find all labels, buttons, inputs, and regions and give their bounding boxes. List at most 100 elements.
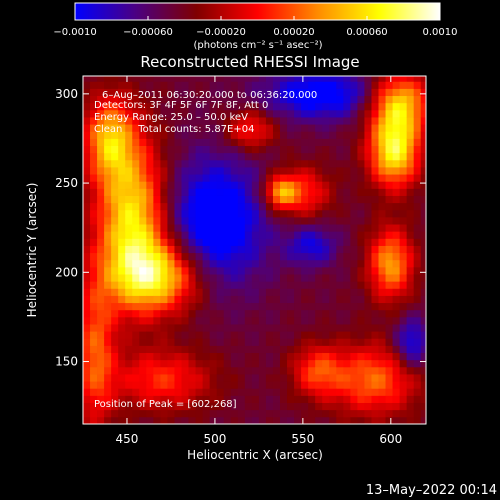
heatmap-cell	[364, 288, 372, 296]
heatmap-cell	[160, 81, 168, 89]
heatmap-cell	[378, 366, 386, 375]
heatmap-cell	[153, 131, 161, 139]
heatmap-cell	[280, 374, 288, 382]
heatmap-cell	[244, 188, 253, 196]
heatmap-cell	[385, 309, 393, 318]
heatmap-cell	[237, 331, 246, 339]
heatmap-cell	[357, 381, 365, 389]
heatmap-cell	[181, 117, 189, 125]
heatmap-cell	[83, 117, 91, 125]
heatmap-cell	[97, 245, 105, 254]
heatmap-cell	[153, 252, 161, 261]
heatmap-cell	[111, 117, 119, 125]
heatmap-cell	[343, 359, 351, 368]
heatmap-cell	[336, 174, 344, 182]
heatmap-cell	[322, 316, 330, 325]
heatmap-cell	[251, 117, 260, 125]
heatmap-cell	[230, 381, 239, 389]
heatmap-cell	[329, 402, 337, 411]
heatmap-cell	[90, 316, 98, 325]
heatmap-cell	[378, 216, 386, 225]
heatmap-cell	[118, 174, 126, 182]
heatmap-cell	[160, 124, 168, 132]
heatmap-cell	[392, 216, 401, 225]
heatmap-cell	[146, 159, 154, 168]
heatmap-cell	[111, 159, 119, 168]
heatmap-cell	[223, 374, 232, 382]
heatmap-cell	[329, 174, 337, 182]
heatmap-cell	[258, 331, 267, 339]
heatmap-cell	[195, 152, 204, 161]
heatmap-cell	[111, 252, 119, 261]
heatmap-cell	[343, 238, 351, 246]
heatmap-cell	[244, 76, 253, 82]
heatmap-cell	[167, 209, 175, 218]
heatmap-cell	[132, 324, 140, 332]
heatmap-cell	[146, 174, 154, 182]
heatmap-cell	[237, 117, 246, 125]
heatmap-cell	[153, 188, 161, 196]
heatmap-cell	[258, 345, 267, 354]
heatmap-cell	[406, 181, 415, 189]
heatmap-cell	[413, 109, 422, 118]
heatmap-cell	[385, 76, 393, 82]
heatmap-cell	[399, 338, 408, 346]
heatmap-cell	[385, 174, 393, 182]
heatmap-cell	[90, 76, 98, 82]
heatmap-cell	[181, 324, 189, 332]
heatmap-cell	[216, 117, 225, 125]
heatmap-cell	[378, 209, 386, 218]
heatmap-cell	[202, 88, 211, 97]
heatmap-cell	[90, 131, 98, 139]
heatmap-cell	[132, 145, 140, 154]
heatmap-cell	[230, 238, 239, 246]
heatmap-cell	[181, 76, 189, 82]
heatmap-cell	[364, 102, 372, 111]
heatmap-cell	[83, 245, 91, 254]
heatmap-cell	[90, 202, 98, 211]
heatmap-cell	[251, 209, 260, 218]
heatmap-cell	[399, 259, 408, 268]
heatmap-cell	[139, 238, 147, 246]
heatmap-cell	[237, 288, 246, 296]
heatmap-cell	[97, 167, 105, 175]
heatmap-cell	[97, 259, 105, 268]
heatmap-cell	[244, 374, 253, 382]
heatmap-cell	[385, 138, 393, 146]
heatmap-cell	[132, 388, 140, 396]
heatmap-cell	[350, 324, 358, 332]
heatmap-cell	[392, 109, 401, 118]
heatmap-cell	[392, 181, 401, 189]
heatmap-cell	[308, 138, 316, 146]
heatmap-cell	[357, 88, 365, 97]
heatmap-cell	[343, 295, 351, 304]
heatmap-cell	[209, 402, 218, 411]
heatmap-cell	[111, 295, 119, 304]
heatmap-cell	[125, 266, 133, 275]
heatmap-cell	[174, 266, 182, 275]
heatmap-cell	[181, 281, 189, 289]
heatmap-cell	[378, 224, 386, 232]
heatmap-cell	[315, 181, 323, 189]
heatmap-cell	[237, 216, 246, 225]
heatmap-cell	[125, 138, 133, 146]
heatmap-cell	[237, 167, 246, 175]
heatmap-cell	[202, 167, 211, 175]
heatmap-cell	[223, 388, 232, 396]
heatmap-cell	[167, 88, 175, 97]
y-tick-label: 150	[55, 355, 78, 369]
heatmap-cell	[308, 288, 316, 296]
heatmap-cell	[294, 145, 302, 154]
heatmap-cell	[315, 309, 323, 318]
heatmap-cell	[385, 195, 393, 204]
heatmap-cell	[188, 95, 196, 104]
heatmap-cell	[280, 295, 288, 304]
heatmap-cell	[343, 338, 351, 346]
heatmap-cell	[118, 374, 126, 382]
heatmap-cell	[294, 138, 302, 146]
heatmap-cell	[329, 245, 337, 254]
heatmap-cell	[294, 252, 302, 261]
heatmap-cell	[329, 388, 337, 396]
heatmap-cell	[167, 352, 175, 361]
heatmap-cell	[272, 316, 281, 325]
